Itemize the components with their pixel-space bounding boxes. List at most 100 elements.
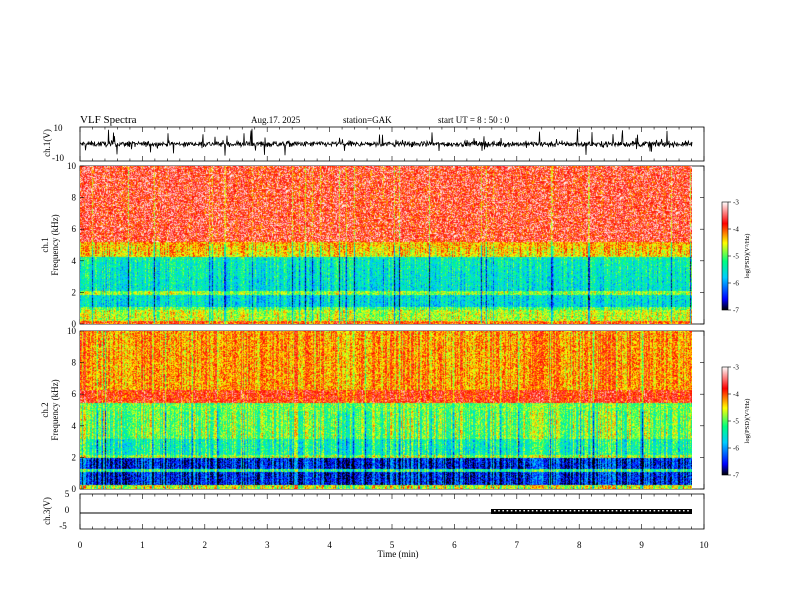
ch3-pulse-gap — [657, 510, 660, 512]
ch3-pulse-gap — [506, 510, 509, 512]
ch3-pulse-gap — [653, 510, 656, 512]
ch3-waveform-panel: 5 0 -5 ch.3(V) — [42, 489, 692, 531]
freq-tick-label: 2 — [72, 287, 77, 297]
ch3-ylabel: ch.3(V) — [42, 497, 52, 525]
ch2-colorbar-gradient — [721, 366, 729, 476]
ch3-pulse-gap — [645, 510, 647, 512]
ch3-pulse-gap — [573, 510, 576, 512]
ch3-pulse-gap — [586, 510, 588, 512]
ch3-pulse-gap — [649, 510, 651, 512]
ch3-ytick-mid: 0 — [65, 505, 70, 515]
ch3-pulse-gap — [540, 510, 542, 512]
time-tick-label: 0 — [78, 540, 83, 550]
colorbar-tick-label: -6 — [733, 280, 739, 288]
colorbar-tick-label: -7 — [733, 307, 739, 315]
time-tick-label: 8 — [577, 540, 582, 550]
ch3-pulse-gap — [624, 510, 626, 512]
ch3-pulse-gap — [662, 510, 664, 512]
ch3-pulse-gap — [536, 510, 538, 512]
time-tick-label: 1 — [140, 540, 145, 550]
ch3-pulse-gap — [620, 510, 622, 512]
colorbar-tick-label: -5 — [733, 418, 739, 426]
colorbar-tick-label: -6 — [733, 445, 739, 453]
ch3-pulse-gap — [578, 510, 580, 512]
ch3-pulse-gap — [527, 510, 530, 512]
ch3-pulse-gap — [678, 510, 681, 512]
ch3-pulse-gap — [674, 510, 677, 512]
ch3-pulse-gap — [615, 510, 618, 512]
time-tick-label: 7 — [515, 540, 520, 550]
time-axis-tick-labels: 0 1 2 3 4 5 6 7 8 9 10 — [78, 540, 709, 550]
ch3-pulse-gap — [552, 510, 555, 512]
time-tick-label: 5 — [390, 540, 395, 550]
ch1-spec-yticks: 0 2 4 6 8 10 — [67, 161, 704, 329]
time-tick-label: 2 — [203, 540, 208, 550]
ch3-pulse-gap — [582, 510, 584, 512]
ch3-pulse-gap — [494, 510, 496, 512]
freq-tick-label: 10 — [67, 161, 77, 171]
freq-tick-label: 8 — [72, 193, 77, 203]
start-time-label: start UT = 8 : 50 : 0 — [438, 115, 510, 125]
ch3-pulse-gap — [590, 510, 593, 512]
ch3-pulse-gap — [565, 510, 567, 512]
ch1-waveform-panel: 10 -10 ch.1(V) — [42, 123, 693, 163]
figure-title: VLF Spectra — [80, 114, 137, 126]
ch2-colorbar: -3 -4 -5 -6 -7 log(PSD)(V²/Hz) — [721, 364, 751, 480]
freq-tick-label: 6 — [72, 224, 77, 234]
ch3-pulse-gap — [636, 510, 639, 512]
ch3-pulse-gap — [641, 510, 643, 512]
ch1-ytick-top: 10 — [54, 123, 64, 133]
colorbar-tick-label: -5 — [733, 253, 739, 261]
ch3-pulse-gap — [569, 510, 572, 512]
ch3-pulse-gap — [498, 510, 500, 512]
ch3-pulse-gap — [603, 510, 605, 512]
ch2-spectrogram-image — [80, 331, 692, 489]
ch3-pulse-gap — [628, 510, 630, 512]
ch1-colorbar-label: log(PSD)(V²/Hz) — [744, 234, 751, 279]
ch3-trace-dots — [494, 510, 689, 512]
ch3-pulse-gap — [519, 510, 521, 512]
ch1-waveform-trace — [79, 128, 693, 156]
ch3-pulse-gap — [670, 510, 672, 512]
ch1-colorbar: -3 -4 -5 -6 -7 log(PSD)(V²/Hz) — [721, 199, 751, 315]
ch1-ytick-bottom: -10 — [52, 153, 64, 163]
freq-tick-label: 10 — [67, 326, 77, 336]
ch3-pulse-gap — [561, 510, 563, 512]
ch3-pulse-gap — [510, 510, 513, 512]
ch3-pulse-gap — [544, 510, 546, 512]
freq-tick-label: 0 — [72, 319, 77, 329]
colorbar-tick-label: -7 — [733, 472, 739, 480]
freq-tick-label: 2 — [72, 452, 77, 462]
time-axis-label: Time (min) — [378, 549, 419, 559]
freq-tick-label: 6 — [72, 389, 77, 399]
ch2-spectrogram-panel: 0 2 4 6 8 10 ch.2 Frequency (kHz) — [40, 326, 704, 494]
ch3-pulse-gap — [502, 510, 504, 512]
colorbar-tick-label: -4 — [733, 391, 739, 399]
ch1-ylabel: ch.1(V) — [42, 129, 52, 157]
freq-tick-label: 8 — [72, 358, 77, 368]
ch3-pulse-gap — [687, 510, 689, 512]
time-tick-label: 3 — [265, 540, 270, 550]
ch2-spec-ylabel-freq: Frequency (kHz) — [50, 379, 60, 440]
ch3-pulse-gap — [611, 510, 614, 512]
ch3-pulse-gap — [515, 510, 517, 512]
freq-tick-label: 4 — [72, 256, 77, 266]
ch3-pulse-gap — [666, 510, 668, 512]
ch3-pulse-gap — [557, 510, 559, 512]
freq-tick-label: 0 — [72, 484, 77, 494]
ch3-pulse-gap — [594, 510, 597, 512]
ch3-trace-pulsed — [491, 509, 692, 514]
ch2-spec-yticks: 0 2 4 6 8 10 — [67, 326, 704, 494]
ch3-pulse-gap — [632, 510, 635, 512]
freq-tick-label: 4 — [72, 421, 77, 431]
ch1-colorbar-gradient — [721, 201, 729, 311]
colorbar-tick-label: -4 — [733, 226, 739, 234]
ch3-pulse-gap — [548, 510, 551, 512]
ch3-pulse-gap — [523, 510, 525, 512]
time-tick-label: 4 — [327, 540, 332, 550]
ch1-spectrogram-image — [80, 166, 692, 324]
ch3-pulse-gap — [599, 510, 601, 512]
ch2-colorbar-label: log(PSD)(V²/Hz) — [744, 399, 751, 444]
time-tick-label: 10 — [700, 540, 710, 550]
